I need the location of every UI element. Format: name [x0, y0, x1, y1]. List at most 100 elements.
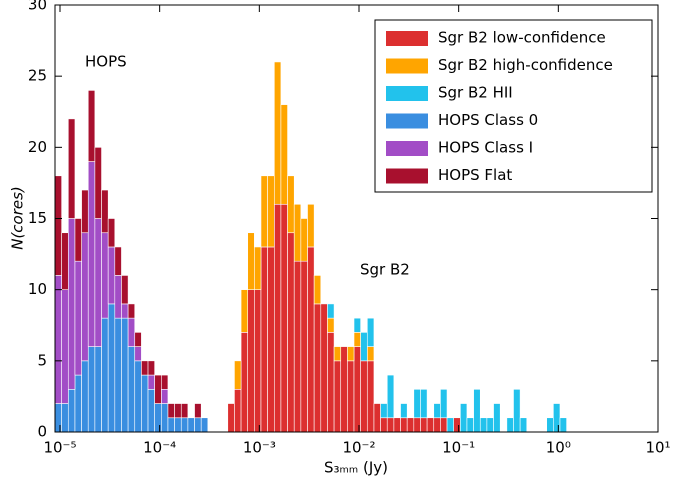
bar: [293, 203, 302, 262]
bar: [380, 403, 388, 419]
bar: [154, 374, 162, 404]
bar: [127, 317, 136, 347]
bar: [94, 346, 102, 433]
bar: [273, 61, 282, 205]
bar: [194, 403, 202, 419]
bar: [400, 403, 408, 419]
bar: [94, 147, 102, 219]
bar: [167, 403, 175, 419]
bar: [87, 161, 96, 347]
bar: [121, 275, 129, 305]
bar: [101, 189, 109, 234]
bar: [240, 332, 249, 433]
bar: [353, 317, 361, 333]
bar: [134, 332, 142, 347]
bar: [280, 104, 288, 205]
bar: [61, 232, 69, 290]
bar: [340, 346, 348, 433]
bar: [174, 403, 182, 419]
bar: [366, 360, 375, 433]
bar: [81, 360, 89, 433]
legend-label: Sgr B2 low-confidence: [438, 29, 606, 47]
bar: [486, 417, 494, 433]
bar: [54, 175, 62, 276]
bar: [127, 303, 136, 319]
y-tick-label: 25: [28, 67, 47, 85]
bar: [187, 417, 195, 433]
legend-swatch: [386, 113, 428, 129]
bar: [74, 260, 82, 376]
bar: [247, 232, 255, 290]
bar: [87, 90, 96, 162]
annotation: Sgr B2: [360, 261, 410, 279]
bar: [247, 289, 255, 433]
bar: [426, 417, 435, 433]
bar: [327, 332, 335, 433]
legend-swatch: [386, 168, 428, 184]
bar: [320, 303, 328, 433]
bar: [161, 403, 169, 433]
legend-label: HOPS Flat: [438, 166, 512, 184]
bar: [287, 232, 295, 433]
bar: [147, 374, 155, 390]
bar: [440, 417, 448, 433]
bar: [300, 218, 308, 262]
legend-swatch: [386, 86, 428, 101]
y-tick-label: 20: [28, 138, 47, 156]
bar: [513, 388, 521, 433]
bar: [141, 360, 149, 376]
x-axis-label: S₃ₘₘ (Jy): [324, 459, 388, 477]
bar: [161, 374, 169, 390]
annotation: HOPS: [85, 53, 127, 71]
y-tick-label: 10: [28, 280, 47, 298]
bar: [406, 417, 415, 433]
bar: [386, 374, 395, 419]
bar: [353, 332, 361, 347]
bar: [307, 246, 315, 433]
bar: [167, 417, 175, 433]
x-tick-label: 10⁻²: [342, 439, 375, 457]
bar: [67, 118, 76, 219]
bar: [67, 218, 76, 390]
bar: [433, 403, 441, 419]
bar: [240, 289, 249, 333]
x-tick-label: 10⁻³: [243, 439, 276, 457]
y-axis-label: N(cores): [9, 186, 27, 250]
bar: [413, 417, 421, 433]
bar: [313, 303, 322, 433]
bar: [154, 403, 162, 433]
legend-label: HOPS Class 0: [438, 111, 538, 129]
y-tick-label: 30: [28, 0, 47, 14]
bar: [446, 417, 454, 433]
legend-label: HOPS Class I: [438, 139, 533, 157]
bar: [380, 417, 388, 433]
bar: [300, 260, 308, 433]
bar: [107, 246, 116, 305]
bar: [280, 203, 288, 433]
legend-swatch: [386, 31, 428, 46]
bar: [553, 403, 561, 433]
bar: [267, 175, 275, 248]
bar: [127, 346, 136, 433]
bar: [81, 232, 89, 362]
bar: [400, 417, 408, 433]
bar: [267, 246, 275, 433]
bar: [466, 417, 474, 433]
bar: [506, 417, 514, 433]
bar: [366, 346, 375, 362]
bar: [87, 346, 96, 433]
bar: [453, 417, 461, 433]
bar: [107, 218, 116, 248]
bar: [141, 374, 149, 433]
bar: [147, 388, 155, 433]
bar: [440, 388, 448, 419]
y-tick-label: 15: [28, 209, 47, 227]
bar: [194, 417, 202, 433]
x-tick-label: 10¹: [645, 439, 670, 457]
bar: [293, 260, 302, 433]
legend-swatch: [386, 141, 428, 156]
bar: [433, 417, 441, 433]
bar: [327, 317, 335, 333]
bar: [254, 246, 262, 290]
bar: [307, 203, 315, 248]
